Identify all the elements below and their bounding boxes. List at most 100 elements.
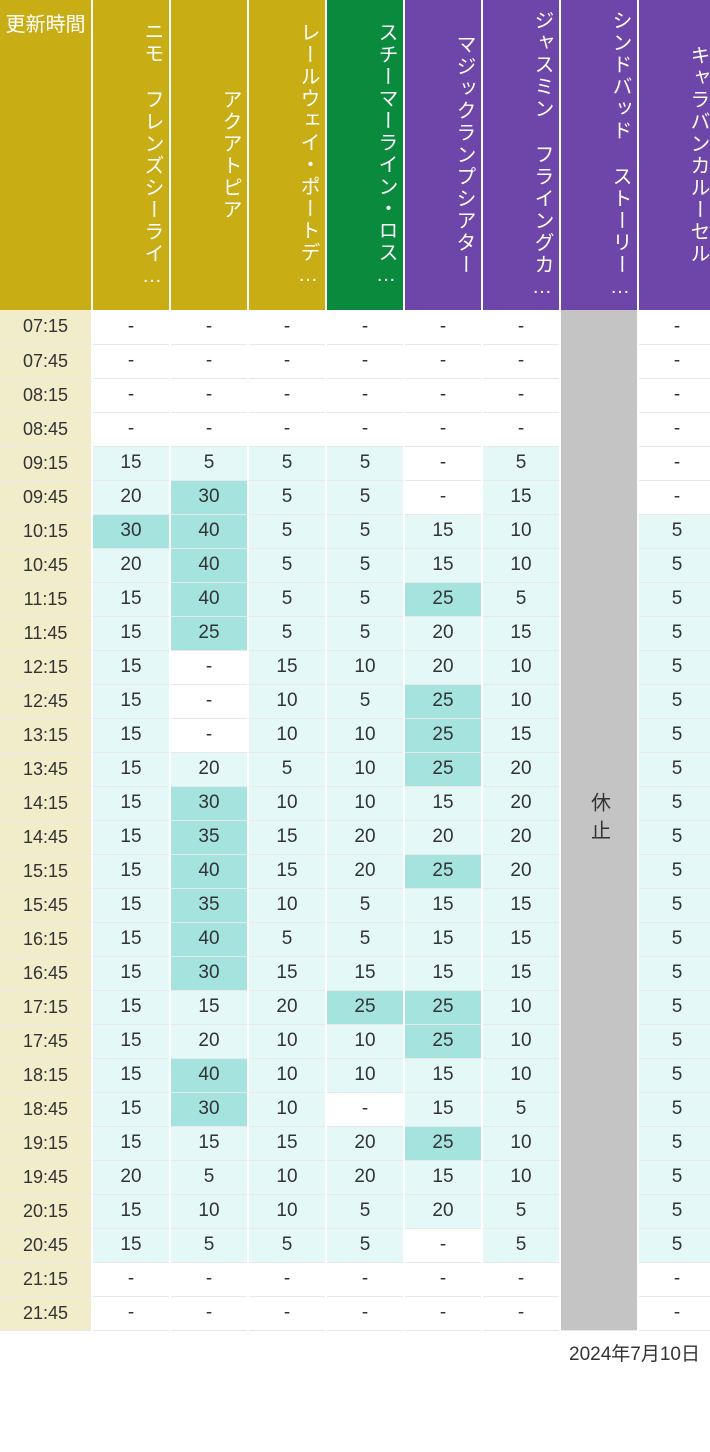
value-cell: - bbox=[638, 446, 710, 480]
value-cell: 10 bbox=[326, 1024, 404, 1058]
value-cell: 5 bbox=[638, 820, 710, 854]
value-cell: - bbox=[638, 1262, 710, 1296]
value-cell: 5 bbox=[638, 1228, 710, 1262]
value-cell: 15 bbox=[326, 956, 404, 990]
value-cell: 5 bbox=[248, 446, 326, 480]
value-cell: - bbox=[326, 1262, 404, 1296]
value-cell: 15 bbox=[248, 1126, 326, 1160]
value-cell: 15 bbox=[92, 1024, 170, 1058]
value-cell: - bbox=[170, 378, 248, 412]
value-cell: 15 bbox=[248, 650, 326, 684]
value-cell: 5 bbox=[638, 616, 710, 650]
value-cell: 10 bbox=[482, 1024, 560, 1058]
header-caravan: キャラバンカルーセル bbox=[638, 0, 710, 310]
time-cell: 18:15 bbox=[0, 1058, 92, 1092]
time-cell: 18:45 bbox=[0, 1092, 92, 1126]
value-cell: 35 bbox=[170, 820, 248, 854]
time-cell: 21:15 bbox=[0, 1262, 92, 1296]
value-cell: 5 bbox=[482, 1092, 560, 1126]
value-cell: - bbox=[404, 1262, 482, 1296]
value-cell: 25 bbox=[404, 854, 482, 888]
value-cell: 15 bbox=[482, 616, 560, 650]
value-cell: 5 bbox=[248, 922, 326, 956]
value-cell: 15 bbox=[92, 1228, 170, 1262]
value-cell: - bbox=[638, 412, 710, 446]
value-cell: 25 bbox=[404, 582, 482, 616]
value-cell: 30 bbox=[170, 956, 248, 990]
value-cell: 15 bbox=[404, 1058, 482, 1092]
value-cell: 15 bbox=[248, 854, 326, 888]
value-cell: 10 bbox=[482, 548, 560, 582]
value-cell: 15 bbox=[248, 820, 326, 854]
value-cell: - bbox=[92, 310, 170, 344]
time-cell: 12:45 bbox=[0, 684, 92, 718]
value-cell: 5 bbox=[482, 446, 560, 480]
value-cell: 5 bbox=[638, 582, 710, 616]
value-cell: 5 bbox=[248, 514, 326, 548]
value-cell: - bbox=[404, 310, 482, 344]
value-cell: 15 bbox=[404, 548, 482, 582]
value-cell: - bbox=[404, 344, 482, 378]
value-cell: 5 bbox=[326, 446, 404, 480]
value-cell: 5 bbox=[638, 990, 710, 1024]
value-cell: - bbox=[482, 344, 560, 378]
value-cell: 10 bbox=[326, 786, 404, 820]
value-cell: 15 bbox=[92, 446, 170, 480]
value-cell: 35 bbox=[170, 888, 248, 922]
value-cell: 5 bbox=[326, 548, 404, 582]
header-sindbad: シンドバッド ストーリー… bbox=[560, 0, 638, 310]
value-cell: 5 bbox=[638, 1126, 710, 1160]
value-cell: 5 bbox=[638, 752, 710, 786]
value-cell: 15 bbox=[482, 480, 560, 514]
value-cell: 10 bbox=[248, 888, 326, 922]
value-cell: 10 bbox=[326, 718, 404, 752]
value-cell: 30 bbox=[170, 786, 248, 820]
wait-time-table-container: 更新時間ニモ フレンズシーライ…アクアトピアレールウェイ・ポートデ…スチーマーラ… bbox=[0, 0, 710, 1370]
time-cell: 17:15 bbox=[0, 990, 92, 1024]
value-cell: 40 bbox=[170, 1058, 248, 1092]
value-cell: 5 bbox=[638, 1160, 710, 1194]
value-cell: 20 bbox=[170, 1024, 248, 1058]
value-cell: 10 bbox=[482, 1058, 560, 1092]
value-cell: 15 bbox=[92, 922, 170, 956]
time-cell: 12:15 bbox=[0, 650, 92, 684]
value-cell: 25 bbox=[170, 616, 248, 650]
time-cell: 11:15 bbox=[0, 582, 92, 616]
value-cell: 15 bbox=[92, 820, 170, 854]
value-cell: 15 bbox=[482, 718, 560, 752]
time-cell: 14:15 bbox=[0, 786, 92, 820]
value-cell: 40 bbox=[170, 854, 248, 888]
time-cell: 19:45 bbox=[0, 1160, 92, 1194]
value-cell: - bbox=[404, 1296, 482, 1330]
value-cell: 5 bbox=[170, 1228, 248, 1262]
value-cell: 20 bbox=[92, 1160, 170, 1194]
value-cell: - bbox=[248, 378, 326, 412]
value-cell: 15 bbox=[92, 582, 170, 616]
time-cell: 19:15 bbox=[0, 1126, 92, 1160]
value-cell: - bbox=[482, 1296, 560, 1330]
time-cell: 16:15 bbox=[0, 922, 92, 956]
value-cell: 15 bbox=[248, 956, 326, 990]
header-time: 更新時間 bbox=[0, 0, 92, 310]
value-cell: 40 bbox=[170, 582, 248, 616]
value-cell: 15 bbox=[92, 990, 170, 1024]
value-cell: 20 bbox=[326, 854, 404, 888]
value-cell: 10 bbox=[326, 752, 404, 786]
value-cell: 5 bbox=[248, 582, 326, 616]
value-cell: 25 bbox=[404, 684, 482, 718]
value-cell: - bbox=[482, 1262, 560, 1296]
value-cell: - bbox=[638, 1296, 710, 1330]
value-cell: - bbox=[326, 1296, 404, 1330]
value-cell: - bbox=[404, 480, 482, 514]
time-cell: 14:45 bbox=[0, 820, 92, 854]
table-body: 07:15------休止-07:45-------08:15-------08… bbox=[0, 310, 710, 1330]
value-cell: 10 bbox=[482, 1126, 560, 1160]
value-cell: 25 bbox=[404, 990, 482, 1024]
time-cell: 15:45 bbox=[0, 888, 92, 922]
value-cell: - bbox=[170, 310, 248, 344]
value-cell: - bbox=[326, 1092, 404, 1126]
value-cell: 10 bbox=[248, 786, 326, 820]
value-cell: - bbox=[404, 446, 482, 480]
value-cell: 15 bbox=[170, 1126, 248, 1160]
value-cell: 5 bbox=[326, 480, 404, 514]
